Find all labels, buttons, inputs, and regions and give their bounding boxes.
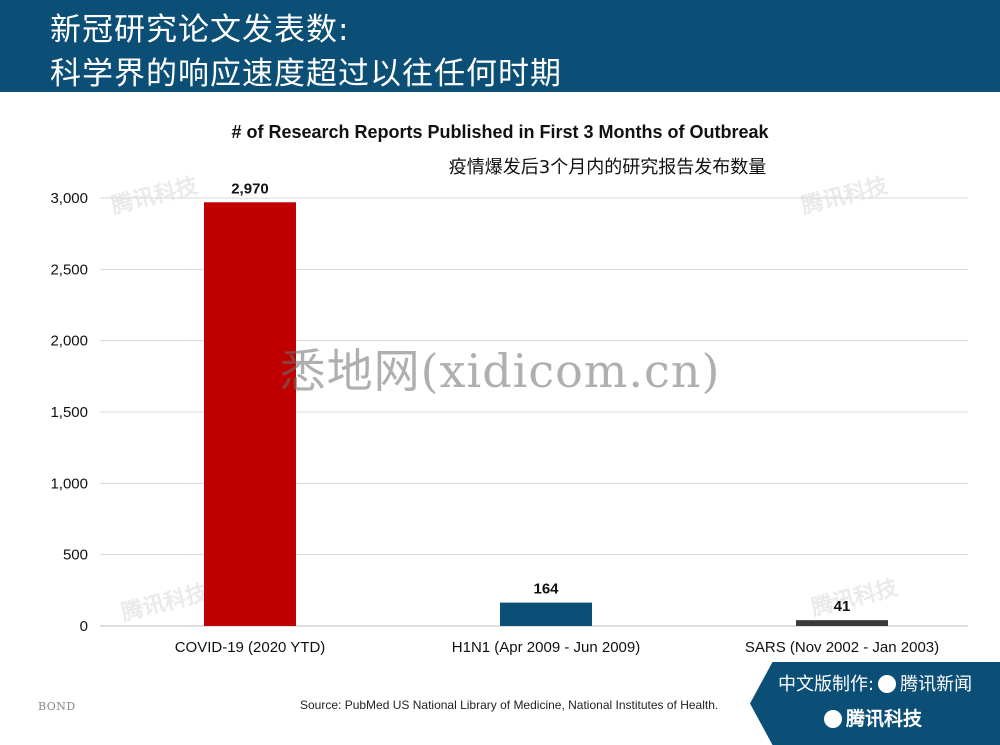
bar-value-label: 164 (533, 581, 559, 598)
bar (796, 620, 888, 626)
x-tick-label: H1N1 (Apr 2009 - Jun 2009) (452, 639, 640, 656)
y-tick-label: 1,000 (50, 475, 88, 492)
y-tick-label: 0 (80, 618, 88, 635)
value-labels: 2,970 164 41 (231, 180, 850, 615)
y-tick-label: 2,000 (50, 333, 88, 350)
brand-tencent-news: 腾讯新闻 (900, 674, 973, 695)
chart-title: # of Research Reports Published in First… (231, 122, 769, 142)
tencent-tech-logo-icon (824, 710, 842, 728)
y-tick-label: 500 (63, 547, 88, 564)
header-title-line2: 科学界的响应速度超过以往任何时期 (50, 56, 562, 92)
footer-badge: 中文版制作: 腾讯新闻 腾讯科技 (750, 662, 1000, 745)
made-by-label: 中文版制作: (778, 674, 875, 695)
y-tick-label: 3,000 (50, 190, 88, 207)
x-axis-ticks: COVID-19 (2020 YTD) H1N1 (Apr 2009 - Jun … (175, 639, 939, 656)
bar (204, 202, 296, 626)
header-title-line1: 新冠研究论文发表数: (50, 12, 350, 48)
footer-brand-row: 腾讯科技 (820, 704, 922, 731)
brand-tencent-tech: 腾讯科技 (846, 708, 923, 730)
source-note: Source: PubMed US National Library of Me… (300, 698, 719, 712)
bars (204, 202, 888, 626)
bar-value-label: 2,970 (231, 180, 269, 197)
chart-subtitle: 疫情爆发后3个月内的研究报告发布数量 (448, 157, 767, 178)
watermark-text: 悉地网(xidicom.cn) (279, 344, 721, 398)
footer-made-by-row: 中文版制作: 腾讯新闻 (778, 670, 972, 696)
y-tick-label: 1,500 (50, 404, 88, 421)
tencent-news-logo-icon (878, 675, 897, 693)
bond-logo: BOND (38, 700, 76, 713)
x-tick-label: SARS (Nov 2002 - Jan 2003) (745, 639, 939, 656)
bar (500, 602, 592, 626)
x-tick-label: COVID-19 (2020 YTD) (175, 639, 326, 656)
bar-value-label: 41 (834, 598, 851, 615)
header-banner: 新冠研究论文发表数: 科学界的响应速度超过以往任何时期 (0, 0, 1000, 92)
y-axis-ticks: 0 500 1,000 1,500 2,000 2,500 3,000 (50, 190, 88, 635)
y-tick-label: 2,500 (50, 261, 88, 278)
